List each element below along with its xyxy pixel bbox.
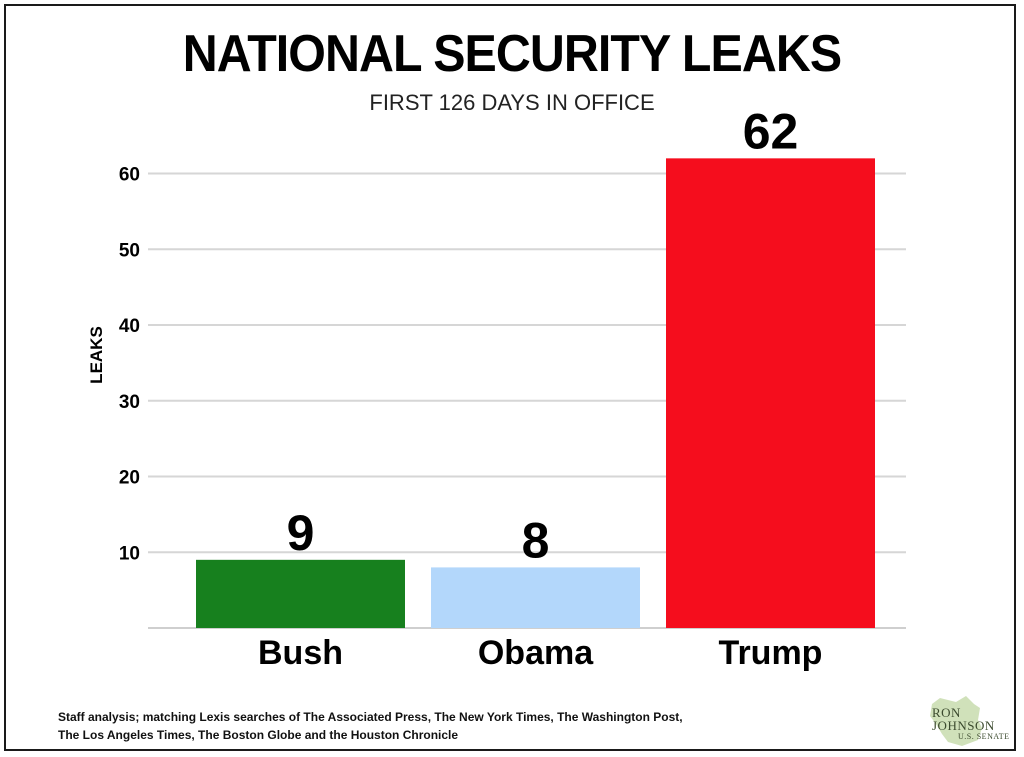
logo-name: RON JOHNSON xyxy=(932,706,995,732)
bars xyxy=(196,158,875,628)
y-tick-label-40: 40 xyxy=(119,316,140,337)
category-label-trump: Trump xyxy=(719,634,823,672)
data-label-bush: 9 xyxy=(287,505,315,561)
y-tick-label-50: 50 xyxy=(119,240,140,261)
logo-senate-label: U.S. SENATE xyxy=(958,732,1010,741)
data-label-obama: 8 xyxy=(522,512,550,568)
source-footnote: Staff analysis; matching Lexis searches … xyxy=(58,708,818,744)
bar-trump xyxy=(666,158,875,628)
chart-subtitle: FIRST 126 DAYS IN OFFICE xyxy=(369,90,655,115)
ron-johnson-logo: RON JOHNSON U.S. SENATE xyxy=(922,694,1012,748)
bar-obama xyxy=(431,567,640,628)
chart-title: NATIONAL SECURITY LEAKS xyxy=(182,25,842,83)
y-axis-label: LEAKS xyxy=(87,326,106,384)
category-label-bush: Bush xyxy=(258,634,343,672)
footnote-line-1: Staff analysis; matching Lexis searches … xyxy=(58,710,683,724)
x-axis-categories: Bush Obama Trump xyxy=(258,634,822,672)
category-label-obama: Obama xyxy=(478,634,594,672)
footnote-line-2: The Los Angeles Times, The Boston Globe … xyxy=(58,728,459,742)
y-tick-label-10: 10 xyxy=(119,543,140,564)
y-tick-label-20: 20 xyxy=(119,468,140,489)
y-axis-ticks: 10 20 30 40 50 60 xyxy=(119,165,140,565)
data-labels: 9 8 62 xyxy=(287,103,799,568)
wisconsin-shape-icon xyxy=(930,696,982,746)
y-tick-label-30: 30 xyxy=(119,392,140,413)
logo-name-line-1: RON xyxy=(932,705,961,720)
logo-name-line-2: JOHNSON xyxy=(932,718,995,733)
y-tick-label-60: 60 xyxy=(119,165,140,186)
bar-bush xyxy=(196,559,405,628)
data-label-trump: 62 xyxy=(743,103,799,159)
